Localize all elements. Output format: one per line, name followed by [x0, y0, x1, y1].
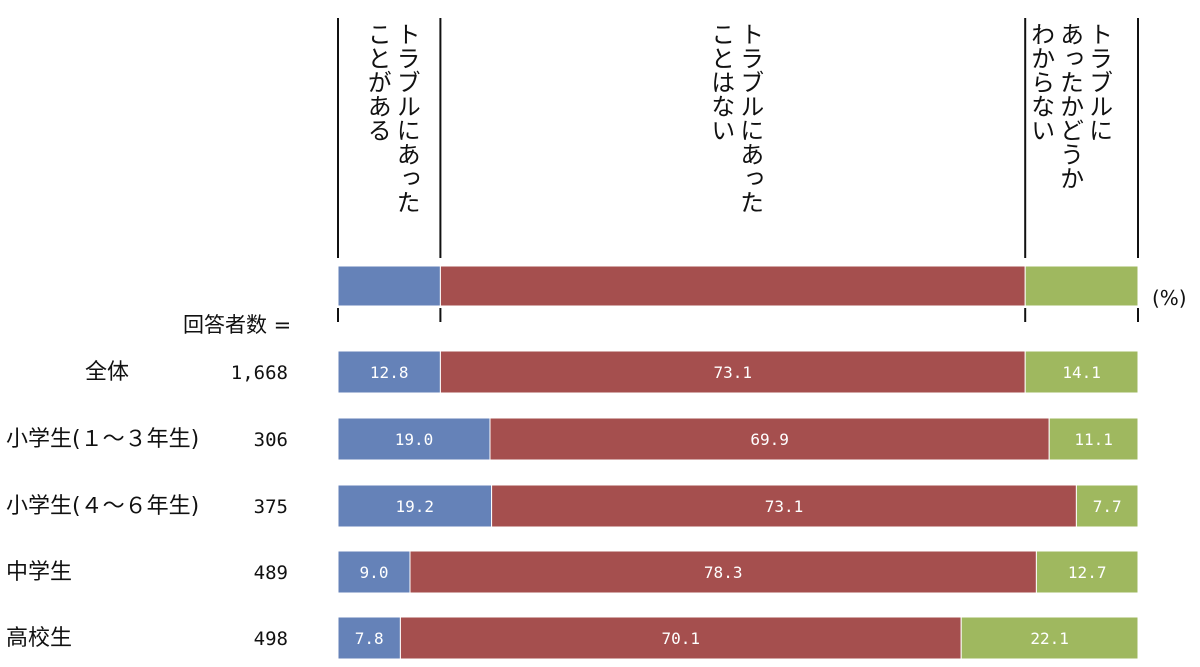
row-count: 498 — [254, 628, 288, 650]
row-label: 小学生(１～３年生) — [6, 427, 199, 452]
row-count: 306 — [254, 429, 288, 451]
bar-segment-series-2 — [439, 350, 1026, 394]
bar-segment-series-1 — [337, 350, 441, 394]
legend-label-2-line-2: ことはない — [707, 22, 735, 142]
bar-value-label: 70.1 — [662, 629, 701, 648]
row-label: 全体 — [85, 360, 129, 385]
legend-swatch-2 — [439, 265, 1026, 307]
bar-value-label: 7.8 — [355, 629, 384, 648]
bar-segment-series-3 — [960, 616, 1139, 660]
bar-value-label: 73.1 — [765, 497, 804, 516]
bar-segment-series-2 — [409, 550, 1037, 594]
bar-value-label: 12.7 — [1068, 563, 1107, 582]
legend-label-3-line-2: あったかどうか — [1056, 22, 1084, 190]
legend-label-2-line-1: トラブルにあった — [736, 22, 764, 214]
row-label: 中学生 — [6, 560, 72, 585]
chart-row-5: 高校生 498 7.8 70.1 22.1 — [6, 616, 1139, 660]
chart-row-3: 小学生(４～６年生) 375 19.2 73.1 7.7 — [6, 484, 1139, 528]
bar-value-label: 11.1 — [1074, 430, 1113, 449]
legend-swatch-3 — [1024, 265, 1139, 307]
bar-segment-series-2 — [491, 484, 1077, 528]
bar-value-label: 12.8 — [370, 363, 409, 382]
chart-row-4: 中学生 489 9.0 78.3 12.7 — [6, 550, 1139, 594]
count-header: 回答者数 = — [183, 313, 291, 337]
bar-value-label: 14.1 — [1062, 363, 1101, 382]
bar-segment-series-3 — [1035, 550, 1139, 594]
bar-segment-series-2 — [399, 616, 962, 660]
bar-segment-series-3 — [1024, 350, 1139, 394]
bar-segment-series-1 — [337, 484, 493, 528]
legend-label-3-line-1: トラブルに — [1085, 22, 1113, 142]
legend-swatch-1 — [337, 265, 441, 307]
bar-value-label: 73.1 — [714, 363, 753, 382]
legend-label-1-line-2: ことがある — [363, 22, 391, 142]
legend-label-3-line-3: わからない — [1027, 22, 1055, 142]
row-label: 小学生(４～６年生) — [6, 494, 199, 519]
bar-segment-series-3 — [1075, 484, 1139, 528]
bar-value-label: 19.2 — [396, 497, 435, 516]
bar-value-label: 22.1 — [1030, 629, 1069, 648]
row-count: 1,668 — [231, 362, 288, 384]
row-count: 375 — [254, 496, 288, 518]
bar-value-label: 78.3 — [704, 563, 743, 582]
bar-value-label: 19.0 — [395, 430, 434, 449]
bar-value-label: 9.0 — [360, 563, 389, 582]
chart-row-1: 全体 1,668 12.8 73.1 14.1 — [85, 350, 1139, 394]
chart-rows: 全体 1,668 12.8 73.1 14.1 小学生(１～３年生) 306 19.0 69.9… — [6, 350, 1139, 660]
unit-label: (%) — [1152, 286, 1187, 310]
row-label: 高校生 — [6, 626, 72, 651]
row-count: 489 — [254, 562, 288, 584]
chart-row-2: 小学生(１～３年生) 306 19.0 69.9 11.1 — [6, 417, 1139, 461]
bar-segment-series-1 — [337, 616, 401, 660]
bar-segment-series-3 — [1048, 417, 1139, 461]
bar-value-label: 7.7 — [1093, 497, 1122, 516]
bar-value-label: 69.9 — [750, 430, 789, 449]
legend-label-1-line-1: トラブルにあった — [392, 22, 420, 214]
